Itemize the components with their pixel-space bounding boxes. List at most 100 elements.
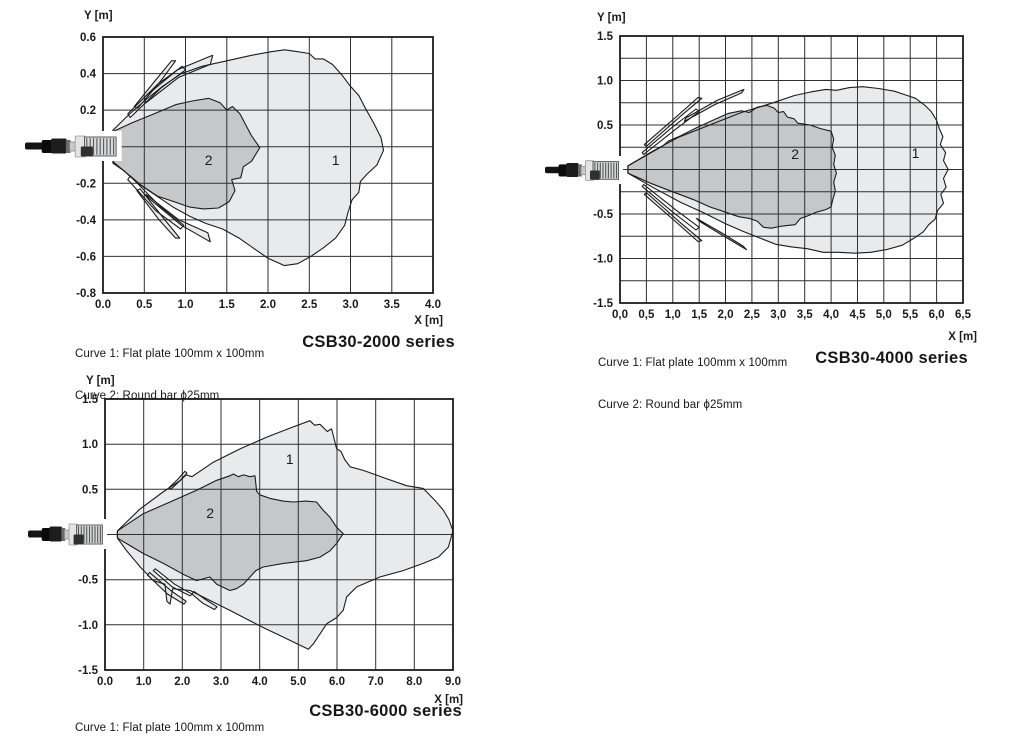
sensor-cable bbox=[545, 166, 561, 174]
series-title-csb30-2000: CSB30-2000 series bbox=[302, 333, 455, 351]
side-lobe-slit-outline bbox=[152, 568, 193, 597]
plot-border bbox=[102, 36, 434, 294]
side-lobe bbox=[147, 572, 187, 605]
x-tick-label: 1.0 bbox=[178, 299, 194, 311]
y-tick-label: 0.2 bbox=[80, 105, 96, 117]
y-tick-label: -0.8 bbox=[76, 288, 96, 300]
sensor-nut bbox=[80, 146, 93, 157]
series-title-csb30-6000: CSB30-6000 series bbox=[309, 702, 462, 720]
legend-curve1: Curve 1: Flat plate 100mm x 100mm bbox=[75, 722, 265, 734]
curve-number-label: 2 bbox=[791, 146, 799, 162]
grid bbox=[619, 35, 964, 304]
sensor-connector bbox=[51, 138, 67, 154]
x-tick-label: 2,5 bbox=[744, 309, 761, 321]
curve2-outline bbox=[113, 97, 261, 210]
x-tick-label: 1,0 bbox=[665, 309, 681, 321]
x-tick-label: 1.0 bbox=[136, 676, 152, 688]
sensor-icon bbox=[25, 131, 122, 161]
x-tick-label: 4.0 bbox=[252, 676, 268, 688]
sensor-icon bbox=[28, 519, 107, 549]
legend-curve1: Curve 1: Flat plate 100mm x 100mm bbox=[75, 348, 265, 360]
x-tick-label: 4,5 bbox=[850, 309, 867, 321]
side-lobe-outline bbox=[136, 188, 181, 239]
side-lobe-outline bbox=[145, 193, 211, 243]
x-tick-label: 3,0 bbox=[770, 309, 786, 321]
curve-number-label: 2 bbox=[206, 505, 214, 521]
x-tick-label: 6.0 bbox=[329, 676, 345, 688]
x-tick-label: 9.0 bbox=[445, 676, 461, 688]
curve2-outline bbox=[116, 473, 344, 592]
curve1-outline bbox=[112, 49, 385, 267]
curve-number-label: 1 bbox=[912, 145, 920, 161]
x-tick-label: 1.5 bbox=[219, 299, 236, 311]
side-lobe-slit bbox=[642, 184, 700, 230]
sensor-nut bbox=[590, 170, 600, 180]
side-lobe bbox=[192, 591, 218, 610]
x-axis-label: X [m] bbox=[434, 694, 463, 706]
legend-block: Curve 1: Flat plate 100mm x 100mm Curve … bbox=[598, 328, 787, 440]
x-tick-label: 0,5 bbox=[638, 309, 655, 321]
x-tick-label: 5.0 bbox=[290, 676, 306, 688]
side-lobe-outline bbox=[643, 96, 703, 147]
curve-outlines bbox=[116, 420, 454, 650]
curve2-area bbox=[117, 474, 344, 591]
side-lobe-outline bbox=[683, 88, 745, 122]
y-tick-label: 1.5 bbox=[82, 394, 99, 406]
side-lobe bbox=[145, 194, 211, 242]
side-lobe-slit-outline bbox=[641, 184, 700, 231]
y-axis-label: Y [m] bbox=[597, 12, 626, 24]
curve2-outline bbox=[627, 104, 837, 229]
side-lobe bbox=[684, 89, 744, 122]
series-title-csb30-4000: CSB30-4000 series bbox=[815, 349, 968, 367]
x-tick-label: 0,0 bbox=[612, 309, 628, 321]
side-lobe-slit-outline bbox=[641, 108, 700, 155]
y-tick-label: -1.5 bbox=[593, 298, 613, 310]
y-tick-label: 0.5 bbox=[82, 484, 99, 496]
side-lobe-outline bbox=[191, 590, 218, 611]
y-tick-label: 1.0 bbox=[597, 76, 613, 88]
sensor-ring bbox=[578, 164, 582, 177]
y-tick-label: -0.6 bbox=[76, 251, 96, 263]
x-tick-label: 0.0 bbox=[95, 299, 111, 311]
curve-outlines bbox=[627, 86, 949, 254]
y-tick-label: 1.5 bbox=[597, 31, 614, 43]
x-tick-label: 6,5 bbox=[955, 309, 972, 321]
legend-curve2: Curve 2: Round bar ϕ25mm bbox=[75, 390, 220, 402]
side-lobe-slit-outline bbox=[127, 175, 185, 230]
curve-number-label: 2 bbox=[205, 152, 213, 168]
x-tick-label: 3.0 bbox=[213, 676, 229, 688]
x-tick-label: 3,5 bbox=[797, 309, 814, 321]
chart-csb30-4000-series: 0,0 0,5 1,0 1,5 2,0 2,5 3,0 3,5 4,0 4,5 5,0 5,5 6,0 6… bbox=[545, 31, 972, 321]
curve2-area bbox=[113, 98, 260, 209]
y-tick-label: -0.5 bbox=[593, 209, 613, 221]
y-tick-label: 0.4 bbox=[80, 69, 97, 81]
x-tick-label: 5,0 bbox=[876, 309, 892, 321]
side-lobe-outline bbox=[695, 217, 748, 251]
x-axis-label: X [m] bbox=[948, 331, 977, 343]
legend-block: Curve 1: Flat plate 100mm x 100mm Curve … bbox=[75, 693, 264, 746]
x-axis-label: X [m] bbox=[414, 315, 443, 327]
legend-curve2: Curve 2: Round bar ϕ25mm bbox=[598, 399, 743, 411]
x-tick-label: 4.0 bbox=[425, 299, 441, 311]
y-tick-label: 0.6 bbox=[80, 32, 96, 44]
y-tick-label: 1.0 bbox=[82, 439, 98, 451]
curve1-outline bbox=[627, 86, 949, 254]
y-tick-label: -0.4 bbox=[76, 215, 96, 227]
x-tick-label: 5,5 bbox=[902, 309, 919, 321]
x-tick-label: 2.5 bbox=[301, 299, 318, 311]
x-tick-label: 3.0 bbox=[343, 299, 359, 311]
y-axis-label: Y [m] bbox=[84, 10, 113, 22]
x-tick-label: 2.0 bbox=[260, 299, 276, 311]
sensor-connector bbox=[49, 526, 63, 542]
x-tick-label: 2.0 bbox=[174, 676, 190, 688]
x-tick-label: 7.0 bbox=[368, 676, 384, 688]
y-tick-label: -0.2 bbox=[76, 178, 96, 190]
y-tick-label: -1.5 bbox=[78, 665, 98, 677]
side-lobe bbox=[144, 55, 213, 103]
sensor-cable-boot bbox=[558, 164, 568, 177]
sensor-ring bbox=[65, 140, 71, 153]
x-tick-label: 1,5 bbox=[691, 309, 708, 321]
sensor-cable bbox=[25, 142, 45, 150]
